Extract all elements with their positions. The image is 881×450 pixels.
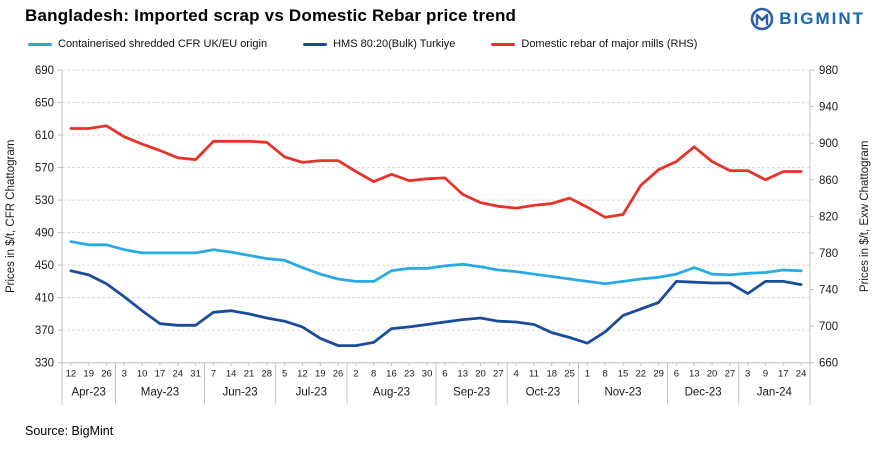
x-axis-month-labels: Apr-23 May-23 Jun-23 Jul-23 Aug-23 Sep-23 Oct-… xyxy=(61,362,811,405)
legend-label-shredded: Containerised shredded CFR UK/EU origin xyxy=(58,38,268,50)
svg-text:690: 690 xyxy=(35,65,54,77)
svg-text:6: 6 xyxy=(442,369,447,380)
svg-text:20: 20 xyxy=(707,369,718,380)
svg-text:3: 3 xyxy=(745,369,750,380)
svg-text:20: 20 xyxy=(475,369,486,380)
svg-text:27: 27 xyxy=(725,369,736,380)
svg-text:19: 19 xyxy=(315,369,326,380)
svg-text:6: 6 xyxy=(674,369,679,380)
page-title: Bangladesh: Imported scrap vs Domestic R… xyxy=(25,6,517,25)
chart-legend: Containerised shredded CFR UK/EU origin … xyxy=(28,38,697,50)
svg-text:31: 31 xyxy=(190,369,201,380)
legend-item-hms: HMS 80:20(Bulk) Turkiye xyxy=(303,38,455,50)
svg-text:940: 940 xyxy=(819,102,838,114)
svg-text:17: 17 xyxy=(778,369,789,380)
svg-text:22: 22 xyxy=(636,369,647,380)
svg-text:Apr-23: Apr-23 xyxy=(71,387,106,399)
series-line-domestic-rebar-of-major-mills-rhs xyxy=(69,124,803,219)
legend-label-hms: HMS 80:20(Bulk) Turkiye xyxy=(333,38,456,50)
svg-text:Nov-23: Nov-23 xyxy=(604,387,641,399)
svg-text:21: 21 xyxy=(244,369,255,380)
svg-text:12: 12 xyxy=(66,369,77,380)
series-line-containerised-shredded-cfr-uk-eu-origin xyxy=(69,240,803,286)
svg-text:4: 4 xyxy=(513,369,518,380)
svg-text:650: 650 xyxy=(35,98,54,110)
svg-text:900: 900 xyxy=(819,138,838,150)
svg-text:610: 610 xyxy=(35,130,54,142)
svg-text:9: 9 xyxy=(763,369,768,380)
legend-label-rebar: Domestic rebar of major mills (RHS) xyxy=(521,38,698,50)
svg-text:Sep-23: Sep-23 xyxy=(453,387,490,399)
svg-text:8: 8 xyxy=(371,369,376,380)
svg-text:13: 13 xyxy=(689,369,700,380)
svg-text:330: 330 xyxy=(35,358,54,370)
svg-text:24: 24 xyxy=(796,369,807,380)
y-gridlines xyxy=(62,69,810,364)
svg-text:3: 3 xyxy=(122,369,127,380)
svg-text:15: 15 xyxy=(618,369,629,380)
svg-text:14: 14 xyxy=(226,369,237,380)
svg-text:18: 18 xyxy=(546,369,557,380)
svg-text:820: 820 xyxy=(819,211,838,223)
left-axis-title: Prices in $/t, CFR Chattogram xyxy=(5,140,17,293)
svg-text:490: 490 xyxy=(35,228,54,240)
svg-text:860: 860 xyxy=(819,175,838,187)
svg-text:8: 8 xyxy=(603,369,608,380)
svg-text:11: 11 xyxy=(529,369,539,380)
left-axis-labels: 690 650 610 570 530 490 450 410 370 330 xyxy=(35,65,62,370)
svg-text:10: 10 xyxy=(137,369,148,380)
svg-text:370: 370 xyxy=(35,325,54,337)
source-note: Source: BigMint xyxy=(25,424,114,438)
bigmint-logo-text: BIGMINT xyxy=(779,9,865,28)
svg-text:2: 2 xyxy=(353,369,358,380)
svg-text:24: 24 xyxy=(172,369,183,380)
x-axis-day-labels: 12 19 26 3 10 17 24 31 7 14 21 28 5 12 19 26 2 8 16 23 30 6 13… xyxy=(66,362,807,380)
svg-text:410: 410 xyxy=(35,293,54,305)
series-line-hms-80-20-bulk-turkiye xyxy=(69,269,803,348)
svg-text:Jun-23: Jun-23 xyxy=(223,387,258,399)
svg-text:25: 25 xyxy=(564,369,575,380)
legend-swatch-hms-icon xyxy=(303,42,328,46)
bigmint-logo: BIGMINT xyxy=(750,7,865,31)
legend-item-shredded: Containerised shredded CFR UK/EU origin xyxy=(28,38,267,50)
svg-text:17: 17 xyxy=(155,369,166,380)
svg-text:Dec-23: Dec-23 xyxy=(685,387,722,399)
svg-text:13: 13 xyxy=(457,369,468,380)
right-axis-title: Prices in $/t, Exw Chattogram xyxy=(859,141,871,292)
svg-text:16: 16 xyxy=(386,369,397,380)
legend-swatch-shredded-icon xyxy=(28,42,52,46)
svg-text:Jul-23: Jul-23 xyxy=(296,387,327,399)
svg-text:570: 570 xyxy=(35,163,54,175)
bigmint-logo-icon xyxy=(750,7,774,31)
svg-text:19: 19 xyxy=(83,369,94,380)
svg-text:740: 740 xyxy=(819,285,838,297)
svg-text:450: 450 xyxy=(35,260,54,272)
svg-text:28: 28 xyxy=(262,369,273,380)
axis-lines xyxy=(61,70,811,364)
svg-text:980: 980 xyxy=(819,65,838,77)
svg-text:700: 700 xyxy=(819,321,838,333)
svg-text:7: 7 xyxy=(211,369,216,380)
svg-text:23: 23 xyxy=(404,369,415,380)
svg-text:5: 5 xyxy=(282,369,287,380)
legend-item-rebar: Domestic rebar of major mills (RHS) xyxy=(491,38,697,50)
right-axis-labels: 980 940 900 860 820 780 740 700 660 xyxy=(810,65,838,370)
legend-swatch-rebar-icon xyxy=(491,42,516,46)
svg-text:780: 780 xyxy=(819,248,838,260)
svg-text:May-23: May-23 xyxy=(141,387,179,399)
svg-text:530: 530 xyxy=(35,195,54,207)
svg-text:12: 12 xyxy=(297,369,308,380)
svg-text:660: 660 xyxy=(819,358,838,370)
svg-text:Jan-24: Jan-24 xyxy=(757,387,793,399)
svg-text:30: 30 xyxy=(422,369,433,380)
svg-text:1: 1 xyxy=(585,369,590,380)
svg-text:26: 26 xyxy=(333,369,344,380)
svg-text:29: 29 xyxy=(653,369,664,380)
svg-text:Aug-23: Aug-23 xyxy=(373,387,410,399)
svg-text:26: 26 xyxy=(101,369,112,380)
svg-text:27: 27 xyxy=(493,369,504,380)
svg-text:Oct-23: Oct-23 xyxy=(526,387,561,399)
